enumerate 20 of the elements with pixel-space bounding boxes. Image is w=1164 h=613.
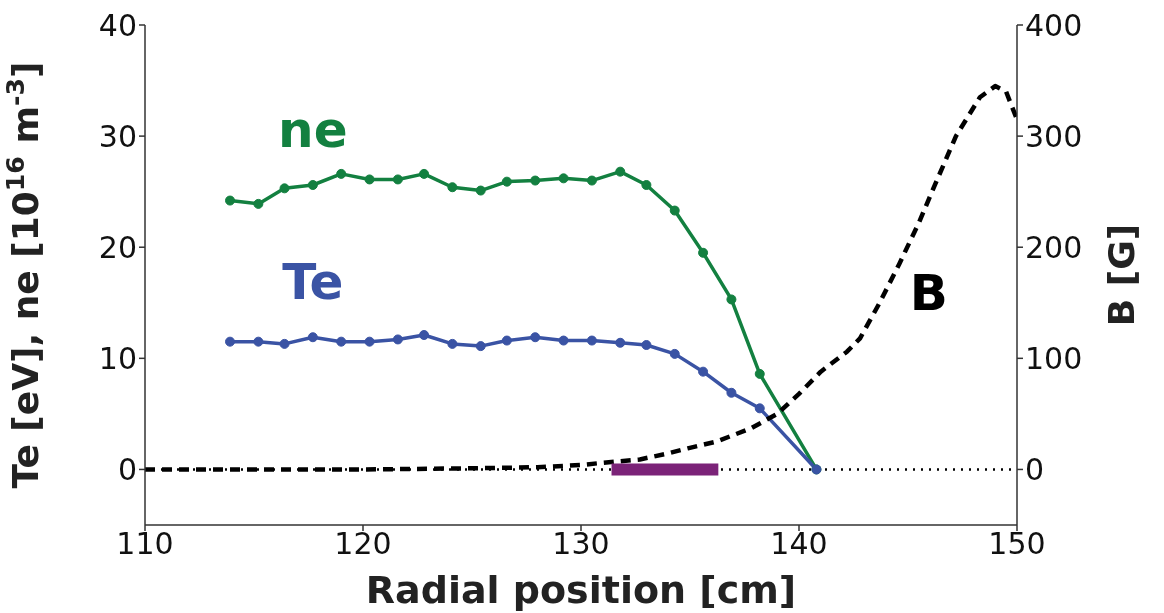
y-tick-label: 30 (98, 118, 137, 154)
series-label: Te (282, 253, 344, 312)
x-tick-label: 120 (334, 526, 392, 562)
y2-tick-label: 0 (1025, 452, 1045, 488)
x-axis-title: Radial position [cm] (365, 568, 797, 612)
series-label: ne (278, 101, 348, 159)
y2-axis-title: B [G] (1101, 223, 1142, 327)
x-tick-label: 130 (552, 526, 610, 562)
x-tick-label: 140 (770, 526, 828, 562)
x-tick-label: 110 (116, 526, 174, 562)
y-tick-label: 0 (117, 452, 137, 488)
y2-tick-label: 200 (1025, 229, 1083, 265)
y-tick-label: 10 (98, 340, 137, 376)
y2-tick-label: 400 (1025, 7, 1083, 43)
y-tick-label: 40 (98, 7, 137, 43)
series-label: B (909, 263, 948, 322)
y2-tick-label: 100 (1025, 340, 1083, 376)
y2-tick-label: 300 (1025, 118, 1083, 154)
y-tick-label: 20 (98, 229, 137, 265)
x-tick-label: 150 (988, 526, 1046, 562)
